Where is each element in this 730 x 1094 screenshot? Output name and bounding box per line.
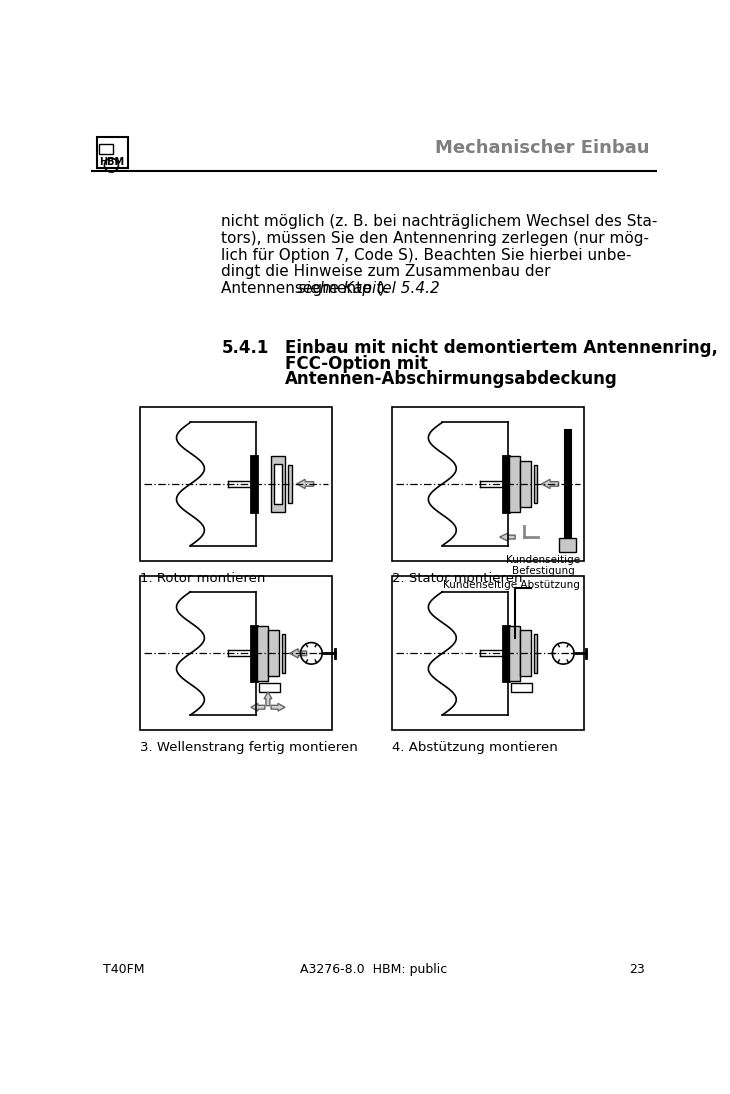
Text: lich für Option 7, Code S). Beachten Sie hierbei unbe-: lich für Option 7, Code S). Beachten Sie… [221, 247, 632, 263]
Bar [520, 630, 531, 676]
Bar [510, 683, 532, 691]
Text: HBM: HBM [99, 156, 124, 166]
Text: tors), müssen Sie den Antennenring zerlegen (nur mög-: tors), müssen Sie den Antennenring zerle… [221, 231, 650, 246]
Text: Kundenseitige
Befestigung: Kundenseitige Befestigung [506, 555, 580, 577]
Bar [140, 407, 332, 561]
Polygon shape [499, 533, 515, 540]
Bar [140, 577, 332, 731]
Bar [392, 407, 584, 561]
Bar [503, 626, 509, 682]
Bar [274, 464, 282, 504]
Polygon shape [290, 649, 307, 657]
Polygon shape [542, 479, 558, 489]
Polygon shape [271, 703, 285, 711]
Bar [251, 456, 257, 512]
Bar [257, 626, 268, 682]
Text: T40FM: T40FM [103, 963, 145, 976]
Bar [268, 630, 279, 676]
Text: siehe Kapitel 5.4.2: siehe Kapitel 5.4.2 [298, 281, 440, 295]
Text: Antennensegmente (: Antennensegmente ( [221, 281, 383, 295]
Bar [559, 538, 577, 551]
Text: nicht möglich (z. B. bei nachträglichem Wechsel des Sta-: nicht möglich (z. B. bei nachträglichem … [221, 214, 658, 230]
Polygon shape [251, 703, 265, 711]
Bar [288, 465, 292, 503]
Text: 3. Wellenstrang fertig montieren: 3. Wellenstrang fertig montieren [140, 741, 358, 754]
Bar [509, 626, 520, 682]
Text: 23: 23 [629, 963, 645, 976]
Bar [520, 461, 531, 507]
Bar [99, 143, 113, 154]
Text: Mechanischer Einbau: Mechanischer Einbau [435, 139, 649, 156]
Bar [392, 577, 584, 731]
Text: A3276-8.0  HBM: public: A3276-8.0 HBM: public [301, 963, 447, 976]
Bar [503, 456, 509, 512]
Bar [251, 626, 257, 682]
Bar [565, 430, 571, 538]
Text: dingt die Hinweise zum Zusammenbau der: dingt die Hinweise zum Zusammenbau der [221, 264, 551, 279]
Bar [509, 456, 520, 512]
Text: 4. Abstützung montieren: 4. Abstützung montieren [392, 741, 558, 754]
Text: 1. Rotor montieren: 1. Rotor montieren [140, 572, 266, 584]
Bar [534, 465, 537, 503]
Text: 2. Stator montieren: 2. Stator montieren [392, 572, 523, 584]
Bar [271, 456, 285, 512]
Bar [97, 138, 128, 168]
Polygon shape [296, 479, 314, 489]
Text: Kundenseitige Abstützung: Kundenseitige Abstützung [443, 580, 580, 590]
Bar [258, 683, 280, 691]
Text: FCC-Option mit: FCC-Option mit [285, 354, 428, 373]
Polygon shape [264, 691, 272, 706]
Bar [282, 635, 285, 673]
Text: Einbau mit nicht demontiertem Antennenring,: Einbau mit nicht demontiertem Antennenri… [285, 339, 718, 357]
Bar [534, 635, 537, 673]
Text: 5.4.1: 5.4.1 [221, 339, 269, 357]
Text: ).: ). [379, 281, 390, 295]
Text: Antennen-Abschirmungsabdeckung: Antennen-Abschirmungsabdeckung [285, 370, 618, 388]
